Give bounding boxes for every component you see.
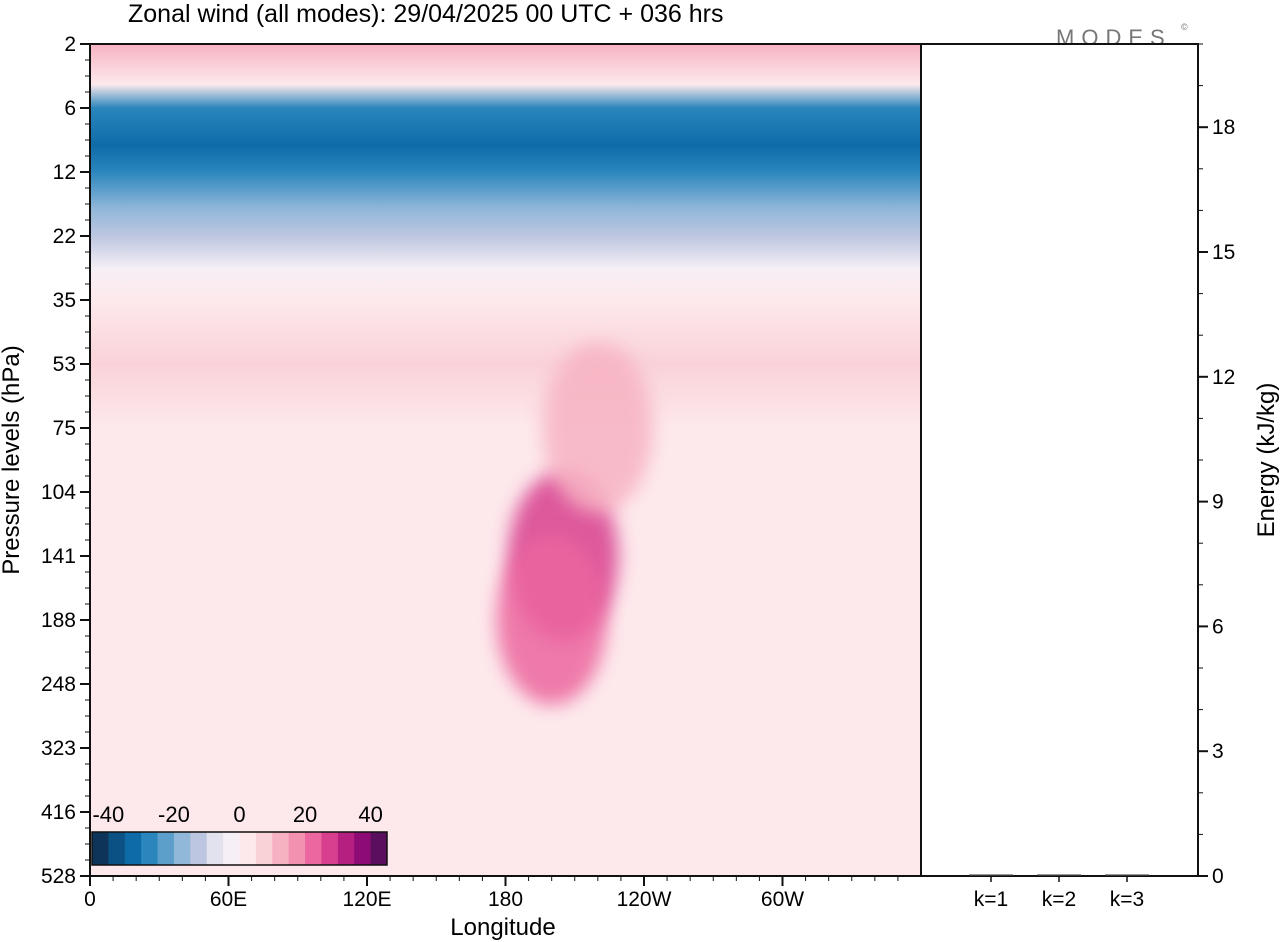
x-tick-label: 120W bbox=[617, 888, 672, 911]
energy-tick-label: 9 bbox=[1212, 491, 1224, 514]
x-tick-label: 180 bbox=[488, 888, 523, 911]
colorbar-swatch bbox=[305, 832, 322, 865]
energy-tick-label: 3 bbox=[1212, 740, 1224, 763]
colorbar-swatch bbox=[108, 832, 125, 865]
colorbar-swatch bbox=[158, 832, 175, 865]
energy-frame bbox=[921, 44, 1198, 876]
x-tick-label: 120E bbox=[342, 888, 391, 911]
pressure-axis: 2 6 12 22 35 53 75 104 141 188 248 323 416 528 bbox=[41, 33, 90, 888]
chart-title: Zonal wind (all modes): 29/04/2025 00 UT… bbox=[128, 0, 723, 28]
x-axis-label: Longitude bbox=[450, 914, 555, 941]
colorbar-swatch bbox=[92, 832, 109, 865]
mode-label: k=3 bbox=[1110, 888, 1144, 911]
mode-label: k=2 bbox=[1042, 888, 1076, 911]
y-tick-label: 416 bbox=[41, 801, 76, 824]
colorbar-swatch bbox=[371, 832, 388, 865]
y-tick-label: 6 bbox=[64, 97, 76, 120]
colorbar-swatch bbox=[256, 832, 273, 865]
energy-tick-label: 18 bbox=[1212, 116, 1235, 139]
energy-panel: 0 3 6 9 12 15 18 k=1 k=2 k=3 Energy (kJ/kg) bbox=[921, 44, 1280, 911]
y-tick-label: 188 bbox=[41, 609, 76, 632]
colorbar-swatch bbox=[289, 832, 306, 865]
y-tick-label: 22 bbox=[53, 225, 76, 248]
y-tick-label: 323 bbox=[41, 737, 76, 760]
mode-axis: k=1 k=2 k=3 bbox=[974, 876, 1144, 911]
y-tick-label: 248 bbox=[41, 673, 76, 696]
colorbar-label: 40 bbox=[358, 802, 382, 827]
colorbar-swatch bbox=[223, 832, 240, 865]
copyright-icon: © bbox=[1181, 22, 1188, 32]
x-tick-label: 0 bbox=[84, 888, 96, 911]
colorbar-swatch bbox=[354, 832, 371, 865]
colorbar-swatch bbox=[207, 832, 224, 865]
y-tick-label: 104 bbox=[41, 481, 76, 504]
x-tick-label: 60E bbox=[210, 888, 247, 911]
colorbar-label: 20 bbox=[293, 802, 317, 827]
colorbar-label: 0 bbox=[233, 802, 245, 827]
colorbar-swatch bbox=[125, 832, 142, 865]
energy-bars bbox=[969, 875, 1149, 877]
colorbar-label: -20 bbox=[158, 802, 190, 827]
y-tick-label: 35 bbox=[53, 289, 76, 312]
energy-tick-label: 0 bbox=[1212, 865, 1224, 888]
chart-figure: Zonal wind (all modes): 29/04/2025 00 UT… bbox=[0, 0, 1280, 942]
colorbar-swatch bbox=[240, 832, 257, 865]
wind-feature-3 bbox=[543, 343, 653, 513]
colorbar-swatch bbox=[190, 832, 207, 865]
colorbar-swatch bbox=[174, 832, 191, 865]
y-tick-label: 12 bbox=[53, 161, 76, 184]
y-tick-label: 141 bbox=[41, 545, 76, 568]
colorbar-label: -40 bbox=[92, 802, 124, 827]
energy-tick-label: 6 bbox=[1212, 615, 1224, 638]
y-tick-label: 528 bbox=[41, 865, 76, 888]
colorbar-swatch bbox=[272, 832, 289, 865]
wind-feature-2 bbox=[497, 535, 607, 705]
energy-axis-label: Energy (kJ/kg) bbox=[1253, 383, 1280, 538]
colorbar-swatch bbox=[321, 832, 338, 865]
y-tick-label: 75 bbox=[53, 417, 76, 440]
energy-tick-label: 15 bbox=[1212, 241, 1235, 264]
x-tick-label: 60W bbox=[761, 888, 804, 911]
colorbar-swatches bbox=[92, 832, 388, 865]
energy-bar-k=1 bbox=[969, 875, 1013, 877]
energy-bar-k=3 bbox=[1105, 875, 1149, 877]
energy-bar-k=2 bbox=[1037, 875, 1081, 877]
colorbar-swatch bbox=[141, 832, 158, 865]
y-tick-label: 53 bbox=[53, 353, 76, 376]
heatmap-bands bbox=[90, 44, 921, 876]
colorbar-swatch bbox=[338, 832, 355, 865]
longitude-axis: 0 60E 120E 180 120W 60W bbox=[84, 876, 898, 911]
y-tick-label: 2 bbox=[64, 33, 76, 56]
energy-axis: 0 3 6 9 12 15 18 bbox=[1198, 44, 1235, 888]
heatmap-panel: 2 6 12 22 35 53 75 104 141 188 248 323 416 528 0 60E 12… bbox=[0, 33, 921, 941]
wind-field bbox=[90, 44, 921, 876]
modes-logo: MODES bbox=[1056, 25, 1172, 50]
y-axis-label: Pressure levels (hPa) bbox=[0, 345, 25, 574]
mode-label: k=1 bbox=[974, 888, 1008, 911]
energy-tick-label: 12 bbox=[1212, 366, 1235, 389]
